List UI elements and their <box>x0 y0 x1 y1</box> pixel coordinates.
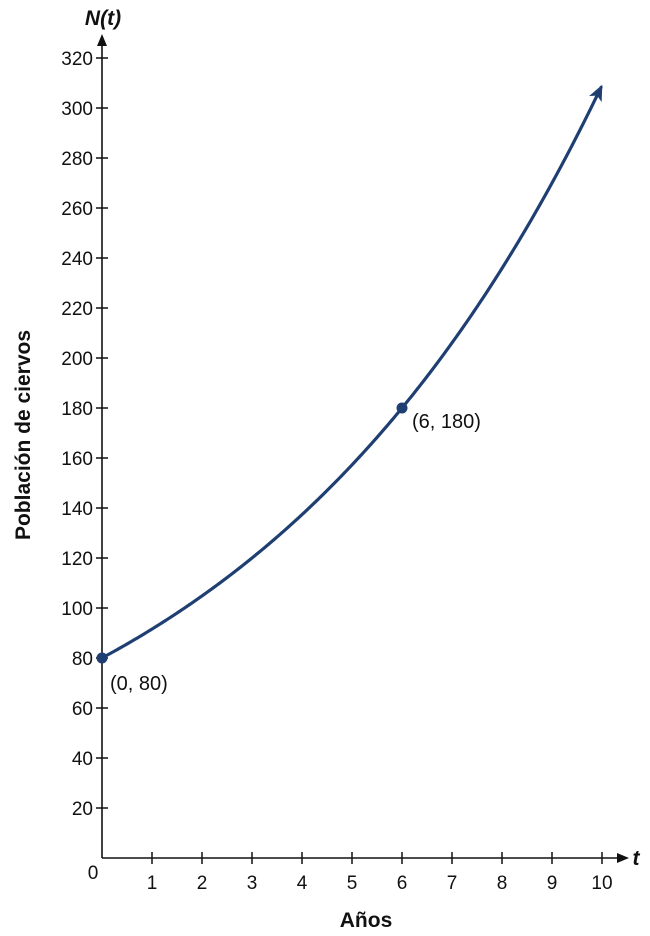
x-tick-label: 4 <box>297 873 308 894</box>
y-tick-label: 140 <box>61 499 93 520</box>
x-axis-variable: t <box>633 847 641 870</box>
growth-curve <box>100 84 603 660</box>
data-point <box>396 402 408 414</box>
x-tick-label: 5 <box>347 873 358 894</box>
y-tick-label: 60 <box>72 699 93 720</box>
y-tick-label: 20 <box>72 799 93 820</box>
point-label: (6, 180) <box>412 411 481 433</box>
x-tick-label: 10 <box>591 873 612 894</box>
y-tick-label: 200 <box>61 349 93 370</box>
x-axis: 1 2 3 4 5 6 7 8 9 10 0 t Años <box>88 847 641 932</box>
y-tick-label: 320 <box>61 49 93 70</box>
x-tick-label: 9 <box>547 873 558 894</box>
y-tick-label: 240 <box>61 249 93 270</box>
x-tick-label: 1 <box>147 873 158 894</box>
x-tick-label: 6 <box>397 873 408 894</box>
y-tick-label: 100 <box>61 599 93 620</box>
y-tick-label: 160 <box>61 449 93 470</box>
y-tick-label: 40 <box>72 749 93 770</box>
y-axis-title: Población de ciervos <box>12 330 35 540</box>
y-tick-label: 260 <box>61 199 93 220</box>
x-tick-label: 7 <box>447 873 458 894</box>
origin-label: 0 <box>88 863 99 884</box>
x-tick-label: 3 <box>247 873 258 894</box>
x-tick-label: 8 <box>497 873 508 894</box>
y-tick-label: 80 <box>72 649 93 670</box>
y-tick-label: 220 <box>61 299 93 320</box>
y-tick-label: 300 <box>61 99 93 120</box>
y-tick-label: 280 <box>61 149 93 170</box>
point-label: (0, 80) <box>110 673 168 695</box>
y-axis-variable: N(t) <box>85 7 121 30</box>
x-axis-title: Años <box>340 909 393 932</box>
y-axis: 20 40 60 80 100 120 140 160 180 200 220 240 260 280 30… <box>12 7 121 858</box>
data-points: (0, 80) (6, 180) <box>96 402 481 695</box>
y-tick-label: 120 <box>61 549 93 570</box>
y-axis-ticks: 20 40 60 80 100 120 140 160 180 200 220 240 260 280 30… <box>61 49 108 820</box>
x-tick-label: 2 <box>197 873 208 894</box>
y-tick-label: 180 <box>61 399 93 420</box>
x-axis-ticks: 1 2 3 4 5 6 7 8 9 10 <box>147 852 613 894</box>
data-point <box>96 652 108 664</box>
